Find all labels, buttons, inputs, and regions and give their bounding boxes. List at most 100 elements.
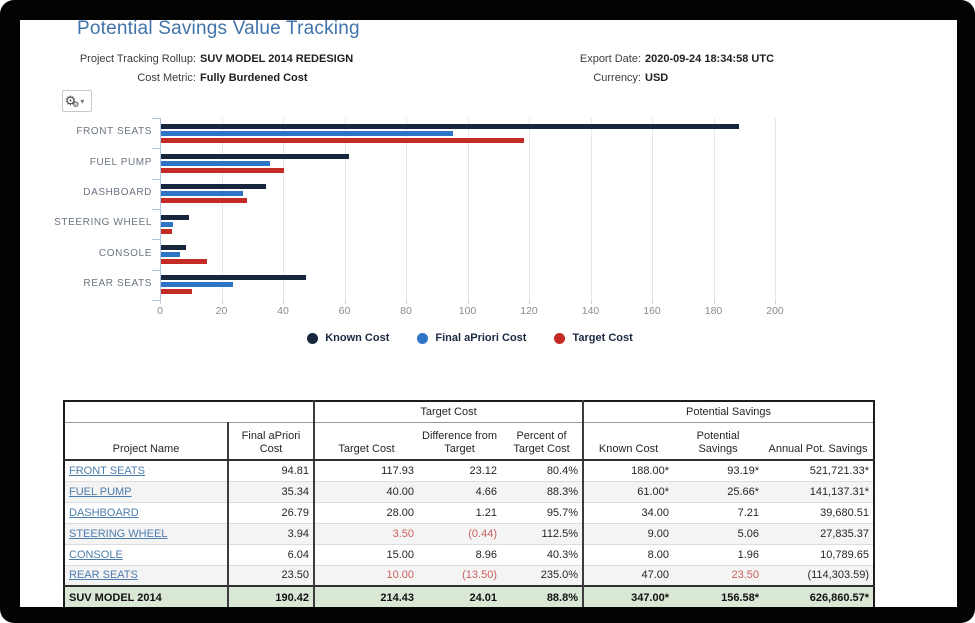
meta-value: Fully Burdened Cost: [200, 72, 308, 84]
value-cell: 8.96: [418, 543, 501, 565]
meta-label: Export Date:: [579, 53, 641, 65]
chart-gridline: [406, 118, 407, 300]
value-cell: 95.7%: [501, 501, 585, 523]
bar-target-cost: [161, 167, 284, 173]
x-axis-tick-label: 140: [581, 305, 600, 317]
value-cell: 9.00: [583, 522, 674, 544]
y-axis-tick-mark: [152, 209, 160, 210]
category-label: REAR SEATS: [83, 277, 152, 289]
legend-item-target-cost: Target Cost: [554, 332, 633, 344]
project-name-cell: REAR SEATS: [64, 564, 229, 586]
category-label: FRONT SEATS: [76, 126, 152, 138]
value-cell: 626,860.57*: [763, 585, 875, 609]
value-cell: 27,835.37: [763, 522, 875, 544]
report-meta-right: Export Date: 2020-09-24 18:34:58 UTC Cur…: [551, 50, 774, 88]
table-group-header-row: Target Cost Potential Savings: [64, 401, 875, 423]
bar-target-cost: [161, 228, 172, 234]
axis-tick-mark: [283, 300, 284, 304]
chart-gridline: [283, 118, 284, 300]
value-cell: 188.00*: [631, 464, 670, 477]
column-header-known-cost: Known Cost: [583, 422, 674, 461]
value-cell: 23.50: [228, 564, 315, 586]
chart-gridline: [467, 118, 469, 300]
bar-target-cost: [161, 198, 248, 204]
bar-target-cost: [161, 137, 524, 143]
axis-tick-mark: [467, 300, 469, 304]
axis-tick-mark: [590, 300, 592, 304]
project-link[interactable]: STEERING WHEEL: [69, 527, 168, 540]
group-header-empty: [64, 401, 228, 423]
project-name-cell: STEERING WHEEL: [64, 522, 229, 544]
report-meta-left: Project Tracking Rollup: SUV MODEL 2014 …: [74, 50, 353, 88]
project-link[interactable]: DASHBOARD: [69, 506, 139, 519]
group-header-potential-savings: Potential Savings: [583, 401, 875, 423]
project-name-cell: CONSOLE: [64, 543, 229, 565]
project-name-cell: FRONT SEATS: [64, 460, 229, 481]
bar-known-cost: [161, 123, 740, 129]
meta-currency: Currency: USD: [551, 69, 774, 88]
value-cell: 117.93: [381, 464, 414, 477]
chart-gridline: [221, 118, 223, 300]
value-cell: 3.50: [314, 522, 418, 544]
settings-gear-icon: ⚙: [64, 92, 77, 108]
column-header-final-apriori-cost: Final aPriori Cost: [228, 422, 315, 461]
page-title: Potential Savings Value Tracking: [77, 18, 360, 39]
meta-value: 2020-09-24 18:34:58 UTC: [645, 53, 775, 65]
value-cell: 28.00: [314, 501, 418, 523]
axis-tick-mark: [344, 300, 346, 304]
value-cell: 23.50: [673, 564, 764, 586]
axis-tick-mark: [652, 300, 653, 304]
project-link[interactable]: CONSOLE: [69, 548, 123, 561]
x-axis-tick-label: 60: [338, 305, 351, 317]
meta-label: Project Tracking Rollup:: [79, 53, 196, 65]
value-cell: 214.43: [314, 585, 418, 609]
value-cell: 24.01: [418, 585, 501, 609]
value-cell: 35.34: [228, 480, 315, 502]
category-label: FUEL PUMP: [89, 156, 152, 168]
legend-item-known-cost: Known Cost: [307, 332, 389, 344]
chart-settings-button[interactable]: ⚙ ⚙ ▾: [62, 90, 92, 112]
bar-known-cost: [161, 214, 189, 220]
project-link[interactable]: FRONT SEATS: [69, 464, 145, 477]
value-cell: 40.00: [314, 480, 418, 502]
y-axis-tick-mark: [152, 300, 160, 301]
project-link[interactable]: FUEL PUMP: [69, 485, 132, 498]
axis-tick-mark: [713, 300, 715, 304]
value-cell: 15.00: [314, 543, 418, 565]
bar-known-cost: [161, 184, 266, 190]
value-cell: 88.8%: [501, 585, 585, 609]
x-axis-tick-label: 100: [458, 305, 477, 317]
category-label: STEERING WHEEL: [54, 217, 152, 229]
column-header-target-cost: Target Cost: [314, 422, 418, 461]
meta-cost-metric: Cost Metric: Fully Burdened Cost: [74, 69, 353, 88]
value-cell: 88.3%: [501, 480, 585, 502]
x-axis-tick-label: 200: [766, 305, 784, 317]
value-cell: 235.0%: [501, 564, 585, 586]
x-axis-tick-label: 0: [157, 305, 163, 317]
table-row: REAR SEATS 23.50 10.00 (13.50) 235.0% 47.00 23…: [64, 564, 875, 586]
legend-item-final-apriori-cost: Final aPriori Cost: [417, 332, 526, 344]
project-link[interactable]: REAR SEATS: [69, 569, 138, 582]
meta-value: SUV MODEL 2014 REDESIGN: [200, 53, 354, 65]
bar-known-cost: [161, 153, 349, 159]
value-cell: (13.50): [418, 564, 501, 586]
x-axis-tick-label: 20: [215, 305, 228, 317]
column-header-project-name: Project Name: [64, 422, 229, 461]
chart-legend: Known Cost Final aPriori Cost Target Cost: [160, 332, 780, 344]
y-axis-tick-mark: [152, 239, 160, 241]
bar-final-apriori-cost: [161, 191, 244, 197]
legend-dot-icon: [307, 332, 319, 344]
value-cell: 10.00: [314, 564, 418, 586]
legend-label: Known Cost: [325, 332, 390, 344]
value-cell: 1.21: [418, 501, 501, 523]
meta-project-tracking-rollup: Project Tracking Rollup: SUV MODEL 2014 …: [74, 50, 353, 69]
chart-gridline: [713, 118, 715, 300]
bar-final-apriori-cost: [161, 160, 270, 166]
chart-gridline: [344, 118, 346, 300]
value-cell: 190.42: [228, 585, 315, 609]
bar-target-cost: [161, 258, 208, 264]
axis-tick-mark: [775, 300, 776, 304]
chart-gridline: [775, 118, 776, 300]
column-header-percent-of-target-cost: Percent of Target Cost: [501, 422, 585, 461]
y-axis-line: [160, 118, 161, 300]
